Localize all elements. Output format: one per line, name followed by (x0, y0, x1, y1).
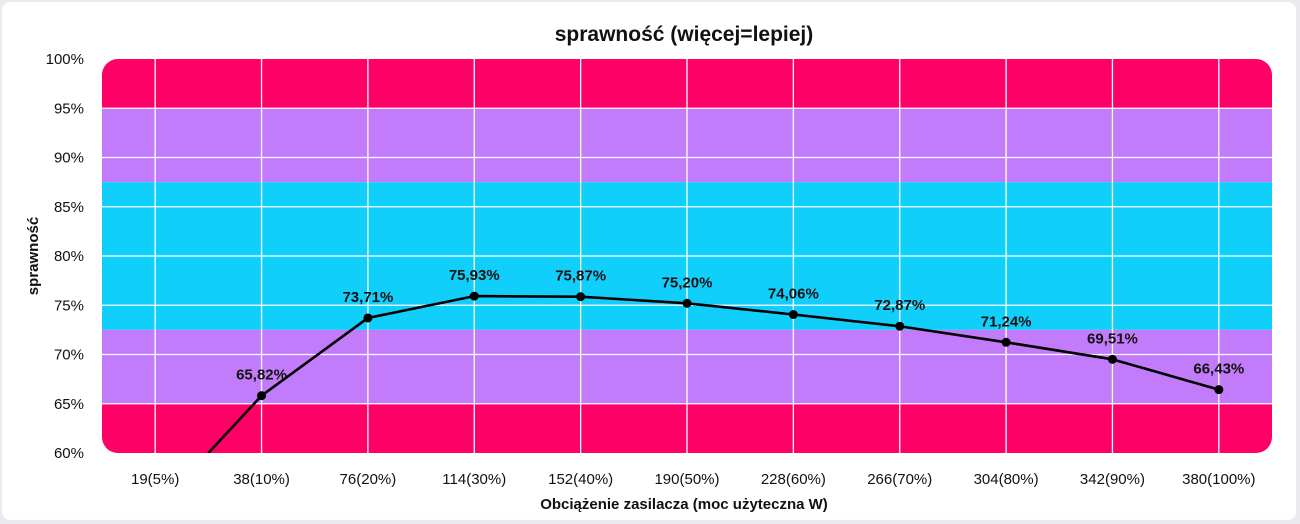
y-tick-label: 85% (54, 199, 84, 216)
data-point (363, 313, 373, 323)
data-labels: 65,82% 73,71% 75,93% 75,87% 75,20% 74,06% 72,8… (236, 267, 1244, 384)
data-label: 66,43% (1193, 361, 1244, 378)
x-tick-label: 114(30%) (442, 471, 506, 488)
x-tick-label: 266(70%) (867, 471, 932, 488)
efficiency-series (207, 291, 1224, 453)
x-tick-label: 380(100%) (1182, 471, 1255, 488)
y-axis-label: sprawność (25, 217, 42, 295)
y-tick-label: 90% (54, 150, 84, 167)
data-point (576, 292, 586, 302)
data-label: 74,06% (768, 286, 819, 303)
gridlines (102, 59, 1272, 453)
data-label: 75,93% (449, 267, 500, 284)
data-label: 73,71% (342, 289, 393, 306)
data-label: 71,24% (981, 313, 1032, 330)
data-point (682, 298, 692, 308)
y-tick-label: 60% (54, 445, 84, 462)
x-tick-label: 19(5%) (131, 471, 179, 488)
x-tick-label: 76(20%) (340, 471, 397, 488)
y-tick-label: 75% (54, 297, 84, 314)
x-tick-label: 304(80%) (974, 471, 1039, 488)
data-label: 65,82% (236, 367, 287, 384)
y-tick-label: 80% (54, 248, 84, 265)
data-point (1001, 337, 1011, 347)
x-tick-label: 228(60%) (761, 471, 826, 488)
data-point (257, 391, 267, 401)
data-label: 69,51% (1087, 330, 1138, 347)
x-tick-label: 38(10%) (233, 471, 290, 488)
data-label: 75,20% (662, 274, 713, 291)
y-tick-label: 95% (54, 100, 84, 117)
data-label: 72,87% (874, 297, 925, 314)
x-tick-label: 190(50%) (654, 471, 719, 488)
chart-title: sprawność (więcej=lepiej) (555, 23, 814, 46)
data-point (469, 291, 479, 301)
data-point (1107, 354, 1117, 364)
x-axis-ticks: 19(5%) 38(10%) 76(20%) 114(30%) 152(40%) 190(… (131, 471, 1256, 488)
y-axis-ticks: 60% 65% 70% 75% 80% 85% 90% 95% 100% (46, 51, 84, 462)
x-axis-label: Obciążenie zasilacza (moc użyteczna W) (540, 496, 828, 513)
data-point (895, 321, 905, 331)
y-tick-label: 65% (54, 396, 84, 413)
data-point (1214, 385, 1224, 395)
y-tick-label: 100% (46, 51, 84, 68)
x-tick-label: 342(90%) (1080, 471, 1145, 488)
y-tick-label: 70% (54, 347, 84, 364)
x-tick-label: 152(40%) (548, 471, 613, 488)
data-point (788, 310, 798, 320)
data-label: 75,87% (555, 268, 606, 285)
